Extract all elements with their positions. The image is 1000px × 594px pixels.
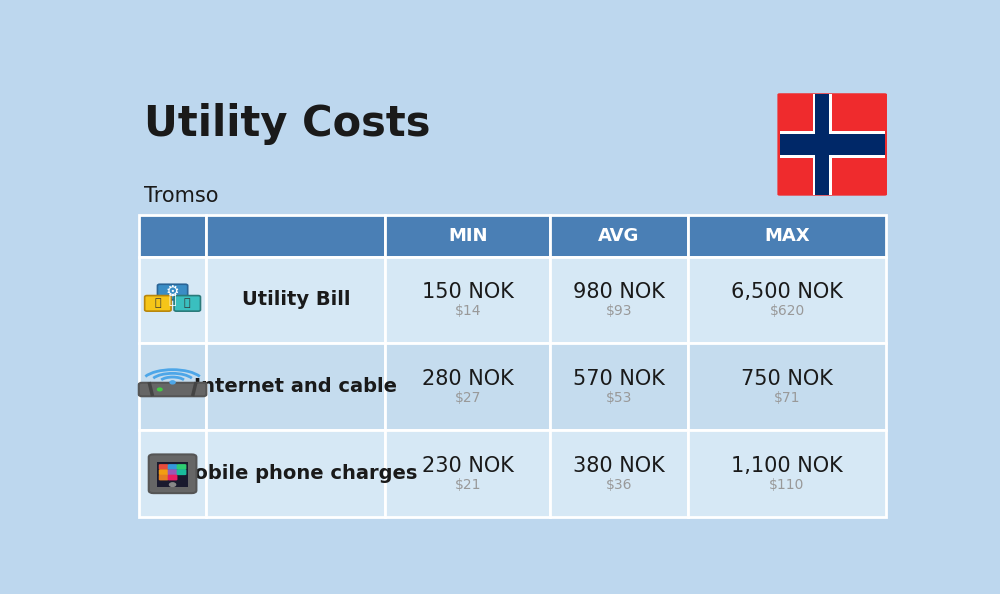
- FancyBboxPatch shape: [688, 343, 886, 430]
- Circle shape: [170, 381, 175, 384]
- FancyBboxPatch shape: [385, 216, 550, 257]
- Text: 280 NOK: 280 NOK: [422, 369, 514, 388]
- FancyBboxPatch shape: [139, 383, 206, 396]
- FancyBboxPatch shape: [776, 92, 888, 197]
- Text: 🧍: 🧍: [169, 294, 176, 307]
- FancyBboxPatch shape: [206, 257, 385, 343]
- FancyBboxPatch shape: [688, 257, 886, 343]
- Text: Mobile phone charges: Mobile phone charges: [175, 465, 417, 484]
- FancyBboxPatch shape: [206, 343, 385, 430]
- Text: 980 NOK: 980 NOK: [573, 282, 665, 302]
- FancyBboxPatch shape: [206, 430, 385, 517]
- Text: $36: $36: [606, 478, 632, 492]
- FancyBboxPatch shape: [688, 216, 886, 257]
- FancyBboxPatch shape: [157, 285, 188, 300]
- Text: 380 NOK: 380 NOK: [573, 456, 665, 476]
- FancyBboxPatch shape: [149, 454, 196, 493]
- FancyBboxPatch shape: [174, 296, 200, 311]
- FancyBboxPatch shape: [157, 463, 188, 486]
- FancyBboxPatch shape: [139, 257, 206, 343]
- FancyBboxPatch shape: [385, 430, 550, 517]
- Text: $53: $53: [606, 391, 632, 405]
- Text: Internet and cable: Internet and cable: [194, 377, 397, 396]
- FancyBboxPatch shape: [177, 464, 186, 470]
- Text: 750 NOK: 750 NOK: [741, 369, 833, 388]
- FancyBboxPatch shape: [139, 430, 206, 517]
- FancyBboxPatch shape: [145, 296, 171, 311]
- FancyBboxPatch shape: [159, 464, 168, 470]
- Circle shape: [157, 388, 162, 391]
- Text: MIN: MIN: [448, 227, 487, 245]
- FancyBboxPatch shape: [815, 94, 829, 195]
- Text: MAX: MAX: [764, 227, 810, 245]
- FancyBboxPatch shape: [206, 216, 385, 257]
- FancyBboxPatch shape: [168, 475, 177, 481]
- Text: Utility Costs: Utility Costs: [144, 103, 431, 146]
- FancyBboxPatch shape: [177, 469, 186, 475]
- FancyBboxPatch shape: [550, 216, 688, 257]
- Text: Tromso: Tromso: [144, 185, 219, 206]
- Text: $21: $21: [454, 478, 481, 492]
- Text: $620: $620: [769, 304, 805, 318]
- Text: $71: $71: [774, 391, 800, 405]
- FancyBboxPatch shape: [780, 134, 885, 154]
- FancyBboxPatch shape: [550, 257, 688, 343]
- Text: 🔌: 🔌: [155, 298, 161, 308]
- FancyBboxPatch shape: [780, 131, 885, 158]
- Text: $110: $110: [769, 478, 805, 492]
- Text: $93: $93: [606, 304, 632, 318]
- Circle shape: [170, 483, 176, 486]
- Text: Utility Bill: Utility Bill: [242, 290, 350, 309]
- Text: 1,100 NOK: 1,100 NOK: [731, 456, 843, 476]
- FancyBboxPatch shape: [168, 464, 177, 470]
- FancyBboxPatch shape: [550, 430, 688, 517]
- FancyBboxPatch shape: [813, 94, 832, 195]
- Text: $14: $14: [454, 304, 481, 318]
- Text: AVG: AVG: [598, 227, 640, 245]
- FancyBboxPatch shape: [385, 257, 550, 343]
- Text: 570 NOK: 570 NOK: [573, 369, 665, 388]
- Text: ⚙: ⚙: [166, 284, 179, 299]
- Text: 6,500 NOK: 6,500 NOK: [731, 282, 843, 302]
- Text: 150 NOK: 150 NOK: [422, 282, 514, 302]
- FancyBboxPatch shape: [139, 216, 206, 257]
- Text: $27: $27: [454, 391, 481, 405]
- FancyBboxPatch shape: [159, 469, 168, 475]
- FancyBboxPatch shape: [159, 475, 168, 481]
- FancyBboxPatch shape: [139, 343, 206, 430]
- FancyBboxPatch shape: [385, 343, 550, 430]
- FancyBboxPatch shape: [550, 343, 688, 430]
- FancyBboxPatch shape: [688, 430, 886, 517]
- FancyBboxPatch shape: [168, 469, 177, 475]
- Text: 💧: 💧: [184, 298, 190, 308]
- Text: 230 NOK: 230 NOK: [422, 456, 514, 476]
